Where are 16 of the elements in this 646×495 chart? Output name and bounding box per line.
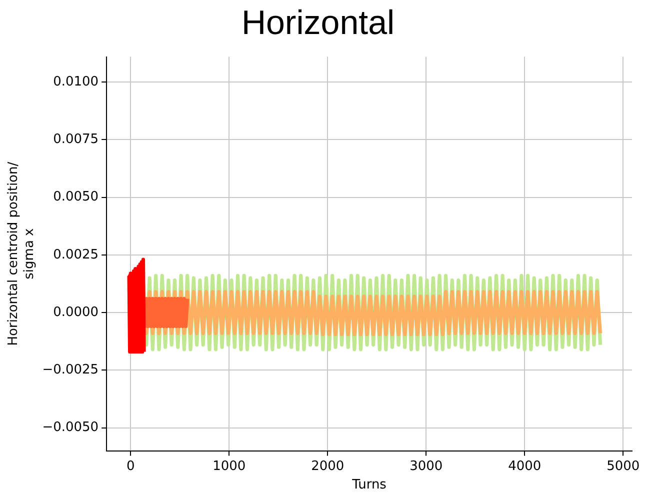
y-tick-label: −0.0050 xyxy=(42,420,99,436)
x-tick-label: 0 xyxy=(126,458,135,474)
chart-title: Horizontal xyxy=(241,4,395,42)
y-axis-title: Horizontal centroid position/ sigma x xyxy=(6,161,37,346)
y-tick-label: 0.0050 xyxy=(53,190,99,205)
x-axis-title: Turns xyxy=(351,478,387,493)
x-tick-label: 5000 xyxy=(606,458,640,474)
y-tick-label: −0.0025 xyxy=(42,362,99,378)
x-tick-label: 2000 xyxy=(311,458,344,474)
y-tick-label: 0.0075 xyxy=(53,132,99,148)
x-tick-label: 1000 xyxy=(212,458,246,474)
x-tick-label: 3000 xyxy=(410,458,443,474)
x-tick-label: 4000 xyxy=(508,458,542,474)
y-tick-label: 0.0000 xyxy=(53,304,99,320)
y-tick-label: 0.0025 xyxy=(53,247,99,262)
y-tick-label: 0.0100 xyxy=(53,74,99,90)
